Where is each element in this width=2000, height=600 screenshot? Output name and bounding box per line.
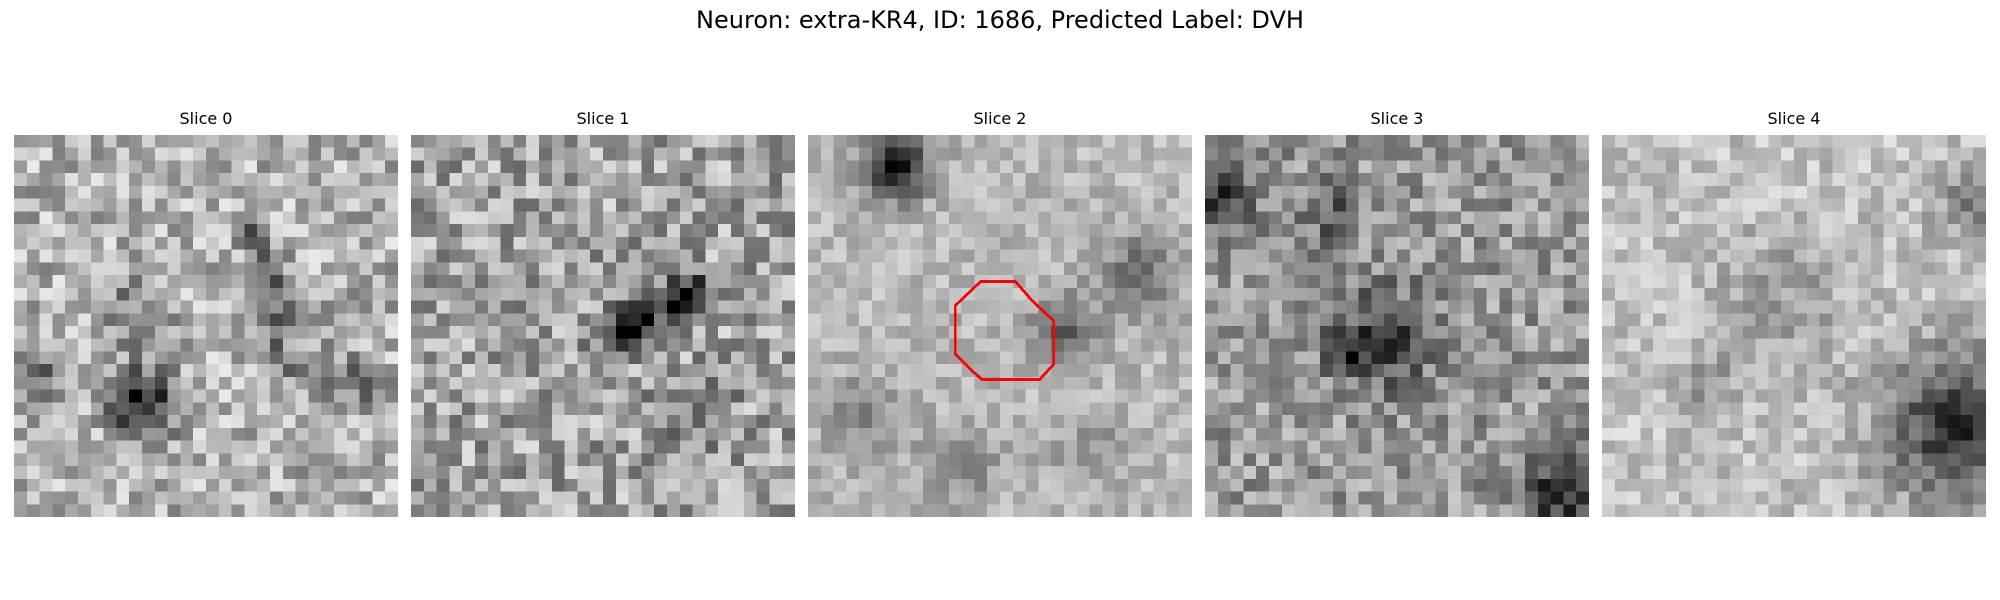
slice-1-title: Slice 1 (576, 109, 630, 128)
slice-4-title: Slice 4 (1767, 109, 1821, 128)
slice-3-title: Slice 3 (1370, 109, 1424, 128)
figure-title: Neuron: extra-KR4, ID: 1686, Predicted L… (696, 6, 1304, 34)
slice-3-image (1205, 135, 1589, 517)
roi-outline (953, 280, 1056, 381)
slice-1-image (411, 135, 795, 517)
slice-4-image (1602, 135, 1986, 517)
slice-0-title: Slice 0 (179, 109, 233, 128)
slice-2-title: Slice 2 (973, 109, 1027, 128)
slice-0-image (14, 135, 398, 517)
slice-2-image (808, 135, 1192, 517)
